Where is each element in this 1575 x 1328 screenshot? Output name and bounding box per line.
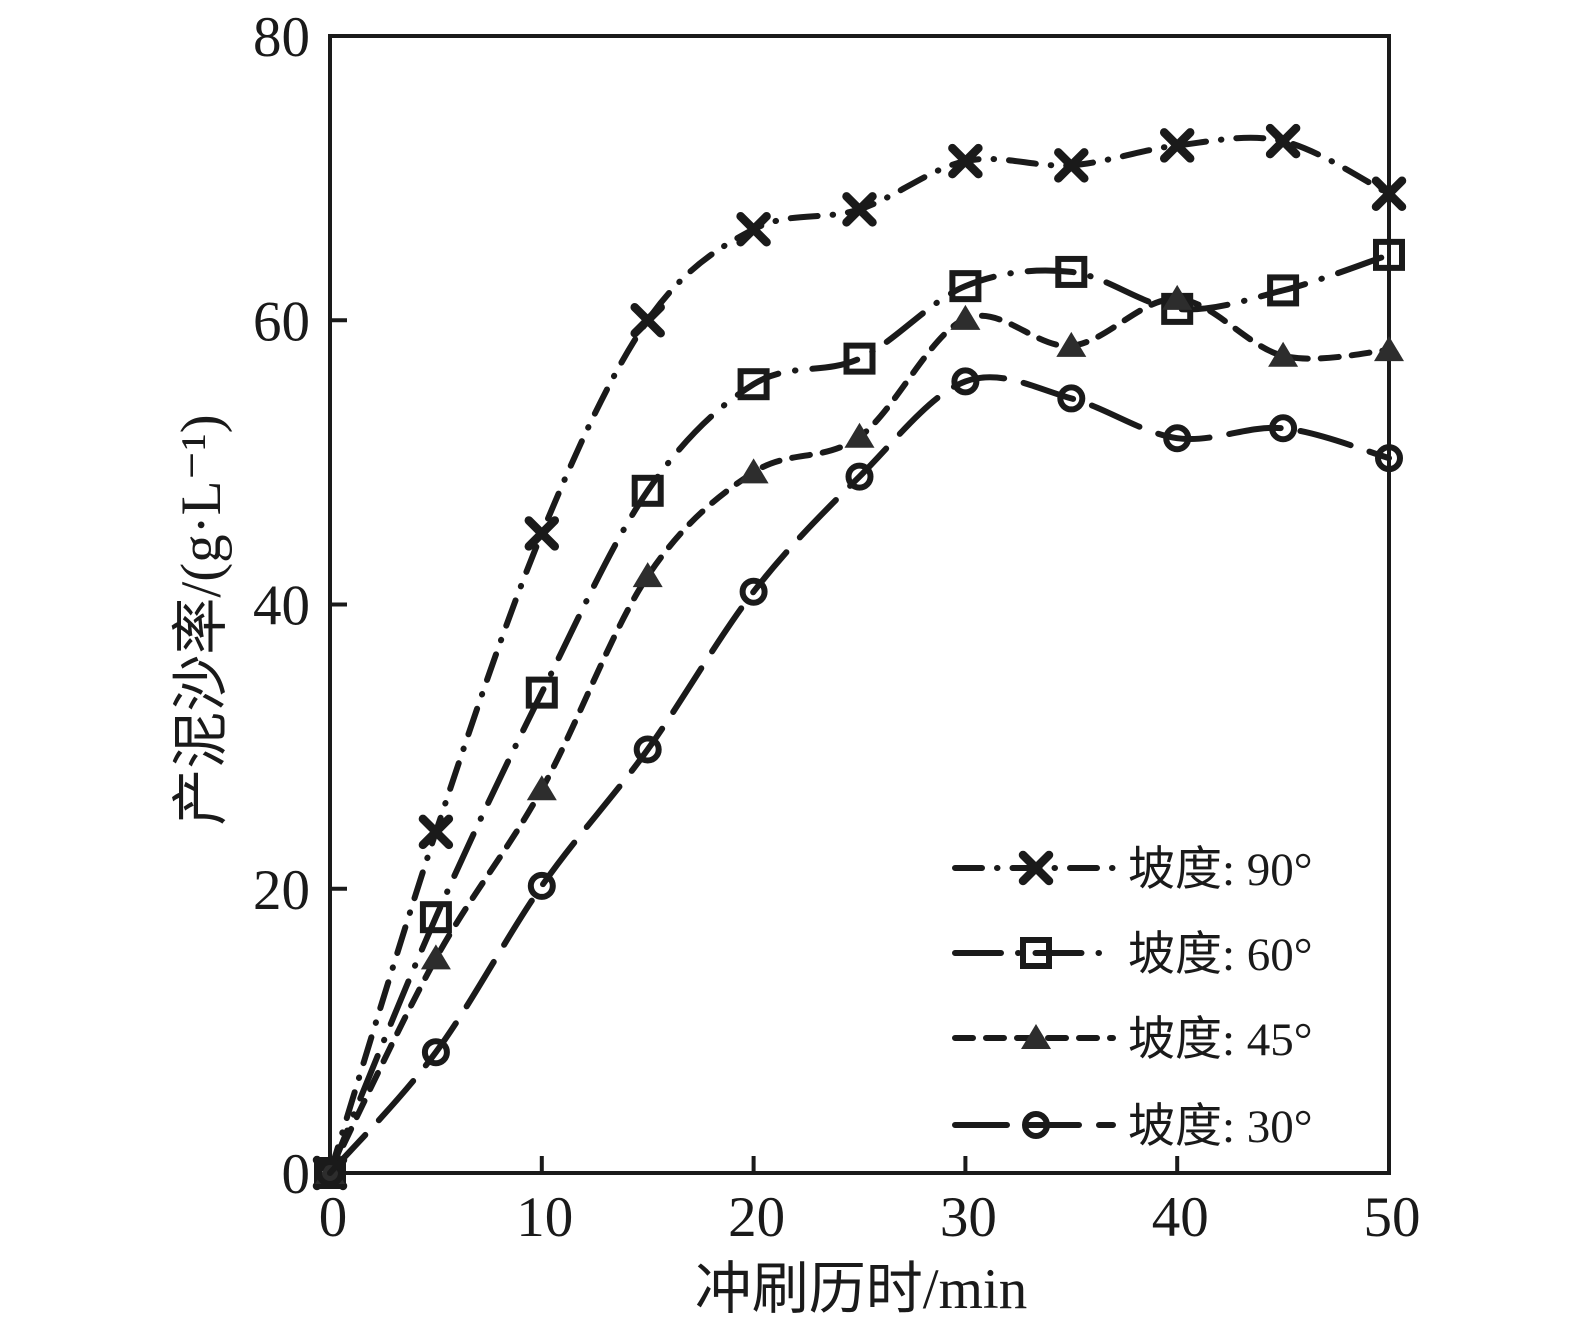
- x-tick-label: 30: [940, 1186, 997, 1249]
- x-marker: [948, 143, 983, 179]
- open-circle-marker: [316, 1159, 344, 1187]
- open-circle-marker: [1269, 414, 1298, 443]
- series-line-slope-30: [327, 374, 1392, 1176]
- filled-triangle-marker: [738, 458, 769, 484]
- x-tick-label: 50: [1364, 1186, 1421, 1249]
- filled-triangle-marker: [950, 304, 981, 330]
- open-square-marker: [631, 474, 664, 507]
- y-tick-label: 60: [253, 290, 310, 353]
- x-axis-label: 冲刷历时/min: [694, 1258, 1028, 1321]
- x-marker: [1265, 123, 1301, 159]
- open-circle-marker: [845, 462, 874, 491]
- x-tick-label: 0: [319, 1186, 348, 1249]
- x-marker: [1159, 128, 1195, 163]
- open-square-marker: [419, 901, 452, 934]
- filled-triangle-marker: [1056, 331, 1087, 357]
- x-marker: [1054, 148, 1089, 183]
- series-line-slope-60: [327, 251, 1392, 1176]
- open-circle-marker: [1163, 424, 1192, 453]
- filled-triangle-marker: [1162, 284, 1193, 310]
- filled-triangle-marker: [844, 422, 875, 448]
- filled-triangle-marker: [1268, 341, 1299, 367]
- open-circle-marker: [739, 577, 768, 606]
- x-marker: [418, 814, 454, 850]
- open-square-marker: [1055, 255, 1088, 288]
- legend-label-slope-30: 坡度: 30°: [1128, 1101, 1313, 1153]
- legend-item-slope-30: 坡度: 30°: [952, 1101, 1313, 1153]
- x-tick-label: 20: [728, 1186, 785, 1249]
- open-square-marker: [843, 342, 876, 375]
- open-square-marker: [949, 270, 982, 303]
- filled-triangle-marker: [526, 775, 557, 801]
- legend-item-slope-60: 坡度: 60°: [952, 929, 1313, 981]
- filled-triangle-marker: [632, 562, 663, 588]
- series-markers-slope-90: [312, 123, 1407, 1191]
- x-marker: [1018, 850, 1054, 886]
- series-markers-slope-30: [316, 367, 1403, 1187]
- legend-item-slope-90: 坡度: 90°: [952, 844, 1313, 896]
- y-tick-label: 40: [253, 575, 310, 638]
- series-line-group-slope-60: [327, 251, 1392, 1176]
- open-square-marker: [1020, 937, 1052, 969]
- y-tick-label: 20: [253, 859, 310, 922]
- filled-triangle-marker: [1021, 1024, 1051, 1049]
- y-tick-label: 80: [253, 6, 310, 69]
- open-circle-marker: [1057, 384, 1086, 413]
- open-circle-marker: [527, 871, 556, 900]
- open-circle-marker: [951, 367, 980, 396]
- open-square-marker: [525, 676, 558, 709]
- open-circle-marker: [1375, 444, 1403, 473]
- open-square-marker: [737, 368, 770, 401]
- series-markers-slope-45: [315, 284, 1404, 1184]
- open-square-marker: [1267, 274, 1300, 307]
- open-circle-marker: [1022, 1111, 1050, 1139]
- legend-label-slope-45: 坡度: 45°: [1128, 1014, 1313, 1066]
- legend-item-slope-45: 坡度: 45°: [952, 1014, 1313, 1066]
- series-line-group-slope-30: [327, 374, 1392, 1176]
- y-tick-label: 0: [282, 1143, 311, 1206]
- x-marker: [736, 212, 771, 247]
- legend-label-slope-90: 坡度: 90°: [1128, 844, 1313, 896]
- x-marker: [630, 303, 665, 338]
- open-square-marker: [1373, 238, 1405, 271]
- x-marker: [1371, 176, 1407, 212]
- x-marker: [842, 192, 877, 227]
- legend-label-slope-60: 坡度: 60°: [1128, 929, 1313, 981]
- open-circle-marker: [421, 1038, 450, 1067]
- x-marker: [524, 516, 560, 551]
- filled-triangle-marker: [1374, 336, 1404, 362]
- x-tick-label: 10: [516, 1186, 573, 1249]
- y-axis-label: 产泥沙率/(g·L⁻¹): [170, 414, 233, 826]
- open-circle-marker: [633, 735, 662, 764]
- x-tick-label: 40: [1152, 1186, 1209, 1249]
- filled-triangle-marker: [420, 944, 451, 970]
